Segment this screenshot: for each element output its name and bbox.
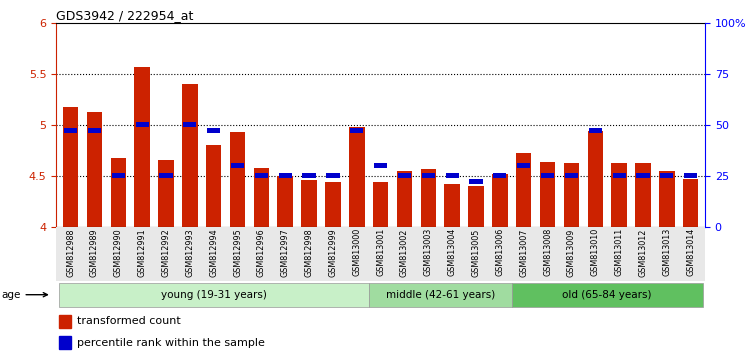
- Text: GSM812998: GSM812998: [304, 228, 313, 277]
- Bar: [684, 173, 698, 178]
- Bar: [587, 131, 603, 227]
- Bar: [565, 173, 578, 178]
- FancyBboxPatch shape: [58, 283, 369, 307]
- Text: GSM812995: GSM812995: [233, 228, 242, 277]
- Bar: [518, 163, 530, 168]
- Bar: [207, 129, 220, 133]
- Bar: [255, 173, 268, 178]
- Bar: [397, 171, 412, 227]
- Bar: [540, 162, 555, 227]
- Bar: [158, 160, 174, 227]
- Text: GSM812993: GSM812993: [185, 228, 194, 277]
- Bar: [59, 315, 71, 328]
- FancyBboxPatch shape: [369, 283, 512, 307]
- Text: GSM812990: GSM812990: [114, 228, 123, 277]
- Bar: [254, 167, 269, 227]
- Bar: [160, 173, 172, 178]
- Bar: [541, 173, 554, 178]
- Text: GSM813008: GSM813008: [543, 228, 552, 276]
- Text: GSM813005: GSM813005: [472, 228, 481, 276]
- Text: GSM812999: GSM812999: [328, 228, 338, 277]
- Bar: [373, 182, 388, 227]
- Bar: [278, 176, 293, 227]
- Bar: [326, 173, 340, 178]
- Bar: [279, 173, 292, 178]
- Bar: [589, 129, 602, 133]
- FancyBboxPatch shape: [512, 283, 703, 307]
- Bar: [659, 171, 674, 227]
- Text: middle (42-61 years): middle (42-61 years): [386, 290, 495, 300]
- Text: GSM813003: GSM813003: [424, 228, 433, 276]
- Bar: [326, 182, 340, 227]
- Text: GSM813001: GSM813001: [376, 228, 386, 276]
- Text: percentile rank within the sample: percentile rank within the sample: [77, 337, 265, 348]
- Bar: [683, 179, 698, 227]
- Bar: [637, 173, 650, 178]
- Bar: [398, 173, 411, 178]
- Bar: [374, 163, 387, 168]
- Bar: [136, 122, 148, 127]
- Bar: [182, 84, 197, 227]
- Text: age: age: [2, 290, 47, 300]
- Bar: [516, 153, 532, 227]
- Bar: [110, 158, 126, 227]
- Bar: [112, 173, 125, 178]
- Bar: [445, 184, 460, 227]
- Text: GSM812997: GSM812997: [280, 228, 290, 277]
- Text: GSM813009: GSM813009: [567, 228, 576, 276]
- Text: GSM812989: GSM812989: [90, 228, 99, 277]
- Bar: [302, 173, 316, 178]
- Bar: [611, 164, 627, 227]
- Text: GSM813002: GSM813002: [400, 228, 409, 276]
- Bar: [302, 180, 316, 227]
- Bar: [470, 179, 482, 184]
- Text: GSM813014: GSM813014: [686, 228, 695, 276]
- Bar: [230, 132, 245, 227]
- Text: young (19-31 years): young (19-31 years): [160, 290, 266, 300]
- Bar: [635, 164, 651, 227]
- Bar: [468, 186, 484, 227]
- Text: GSM813004: GSM813004: [448, 228, 457, 276]
- Bar: [59, 336, 71, 349]
- Text: GSM812991: GSM812991: [137, 228, 146, 277]
- Text: transformed count: transformed count: [77, 316, 181, 326]
- Bar: [446, 173, 459, 178]
- Bar: [231, 163, 244, 168]
- Text: GSM812996: GSM812996: [256, 228, 265, 277]
- Bar: [660, 173, 674, 178]
- Bar: [613, 173, 626, 178]
- Text: GSM813007: GSM813007: [519, 228, 528, 276]
- Bar: [63, 108, 78, 227]
- Text: GSM812988: GSM812988: [66, 228, 75, 277]
- Text: GSM813013: GSM813013: [662, 228, 671, 276]
- Bar: [349, 127, 364, 227]
- Bar: [87, 112, 102, 227]
- Bar: [134, 67, 150, 227]
- Bar: [421, 169, 436, 227]
- Bar: [494, 173, 506, 178]
- Bar: [564, 164, 579, 227]
- Text: old (65-84 years): old (65-84 years): [562, 290, 652, 300]
- Text: GSM813012: GSM813012: [638, 228, 647, 276]
- Text: GSM813010: GSM813010: [591, 228, 600, 276]
- Bar: [64, 129, 77, 133]
- Text: GSM812994: GSM812994: [209, 228, 218, 277]
- Bar: [492, 174, 508, 227]
- Bar: [422, 173, 435, 178]
- Bar: [206, 145, 221, 227]
- Bar: [88, 129, 101, 133]
- Text: GSM813006: GSM813006: [496, 228, 505, 276]
- Text: GSM813000: GSM813000: [352, 228, 362, 276]
- Text: GDS3942 / 222954_at: GDS3942 / 222954_at: [56, 9, 194, 22]
- Bar: [350, 129, 363, 133]
- Text: GSM813011: GSM813011: [615, 228, 624, 276]
- Bar: [183, 122, 196, 127]
- Text: GSM812992: GSM812992: [161, 228, 170, 277]
